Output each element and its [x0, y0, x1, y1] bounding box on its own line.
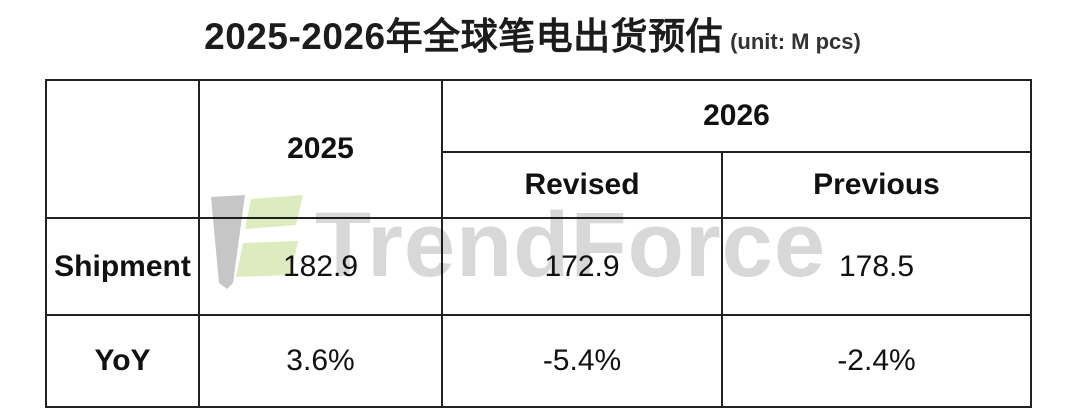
header-revised: Revised	[441, 151, 723, 219]
row-label-yoy: YoY	[45, 314, 200, 408]
header-row-year: 2025 2026	[45, 79, 1032, 219]
title-text: 2025-2026年全球笔电出货预估	[204, 16, 724, 57]
header-2025: 2025	[198, 79, 443, 219]
cell-yoy-2026-previous: -2.4%	[721, 314, 1032, 408]
cell-shipment-2026-revised: 172.9	[441, 217, 723, 316]
table-row-yoy: YoY 3.6% -5.4% -2.4%	[45, 314, 1032, 408]
table-row-shipment: Shipment 182.9 172.9 178.5	[45, 217, 1032, 316]
forecast-table: 2025 2026 Revised Previous Shipment 182.…	[45, 79, 1032, 408]
corner-cell	[45, 79, 200, 219]
header-previous: Previous	[721, 151, 1032, 219]
page-title: 2025-2026年全球笔电出货预估 (unit: M pcs)	[0, 6, 1065, 60]
cell-yoy-2025: 3.6%	[198, 314, 443, 408]
cell-shipment-2025: 182.9	[198, 217, 443, 316]
row-label-shipment: Shipment	[45, 217, 200, 316]
header-row-sub: Revised Previous	[46, 151, 1032, 219]
title-unit-label: (unit: M pcs)	[730, 29, 861, 54]
cell-yoy-2026-revised: -5.4%	[441, 314, 723, 408]
header-2026: 2026	[441, 79, 1032, 153]
cell-shipment-2026-previous: 178.5	[721, 217, 1032, 316]
